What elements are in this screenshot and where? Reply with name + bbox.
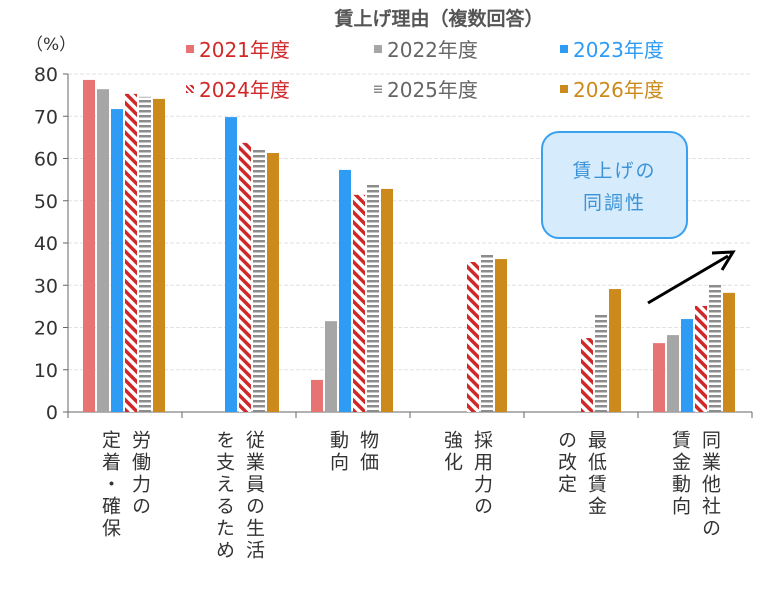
bar xyxy=(723,292,735,412)
bar xyxy=(153,98,165,413)
bar xyxy=(495,259,507,412)
legend-item: 2025年度 xyxy=(374,74,478,103)
y-tick-label: 50 xyxy=(34,191,58,213)
legend-label: 2026年度 xyxy=(573,78,664,102)
y-axis-unit: （%） xyxy=(26,35,77,55)
bar xyxy=(467,262,479,412)
y-tick-label: 20 xyxy=(34,318,58,340)
bar xyxy=(139,96,151,412)
arrow-head-icon xyxy=(711,250,736,271)
y-tick-label: 60 xyxy=(34,149,58,171)
bar xyxy=(353,194,365,412)
legend-item: 2026年度 xyxy=(560,74,664,103)
trend-arrow xyxy=(647,254,729,305)
bar xyxy=(339,169,351,412)
legend-label: 2024年度 xyxy=(199,78,290,102)
bar xyxy=(595,313,607,412)
legend-label: 2022年度 xyxy=(387,38,478,62)
bar xyxy=(381,188,393,412)
chart-title: 賃上げ理由（複数回答） xyxy=(334,8,544,30)
y-tick-label: 80 xyxy=(34,64,58,86)
bar xyxy=(653,343,665,412)
legend-label: 2021年度 xyxy=(199,38,290,62)
bar xyxy=(695,305,707,412)
bar xyxy=(83,79,95,412)
bar xyxy=(367,183,379,412)
bar xyxy=(239,142,251,412)
legend-item: 2023年度 xyxy=(560,34,664,63)
bar xyxy=(681,319,693,412)
bar xyxy=(325,321,337,412)
bar xyxy=(225,117,237,412)
bar xyxy=(125,93,137,413)
bar xyxy=(709,284,721,412)
bar xyxy=(311,379,323,412)
legend-swatch xyxy=(560,84,568,93)
bar xyxy=(111,109,123,412)
legend-swatch xyxy=(374,84,382,93)
annotation-callout: 賃上げの 同調性 xyxy=(541,131,688,239)
legend-item: 2022年度 xyxy=(374,34,478,63)
y-tick-label: 30 xyxy=(34,275,58,297)
bar xyxy=(581,338,593,412)
legend-label: 2025年度 xyxy=(387,78,478,102)
category-label: 同業他社の 賃金動向 xyxy=(669,430,721,540)
bar xyxy=(481,253,493,412)
legend-swatch xyxy=(374,44,382,53)
legend-item: 2024年度 xyxy=(186,74,290,103)
y-tick-label: 70 xyxy=(34,106,58,128)
bar xyxy=(253,149,265,412)
bar xyxy=(267,153,279,412)
y-tick-label: 40 xyxy=(34,233,58,255)
category-label: 労働力の 定着・確保 xyxy=(99,430,151,540)
y-tick-label: 0 xyxy=(46,402,58,424)
legend-swatch xyxy=(186,44,194,53)
category-label: 最低賃金 の改定 xyxy=(555,430,607,518)
legend-label: 2023年度 xyxy=(573,38,664,62)
bar xyxy=(609,289,621,412)
bar xyxy=(97,89,109,413)
bar xyxy=(667,335,679,412)
legend-swatch xyxy=(560,44,568,53)
category-label: 従業員の生活 を支えるため xyxy=(213,430,265,562)
category-label: 物価 動向 xyxy=(327,430,379,474)
category-label: 採用力の 強化 xyxy=(441,430,493,518)
legend-item: 2021年度 xyxy=(186,34,290,63)
y-tick-label: 10 xyxy=(34,360,58,382)
legend-swatch xyxy=(186,84,194,93)
